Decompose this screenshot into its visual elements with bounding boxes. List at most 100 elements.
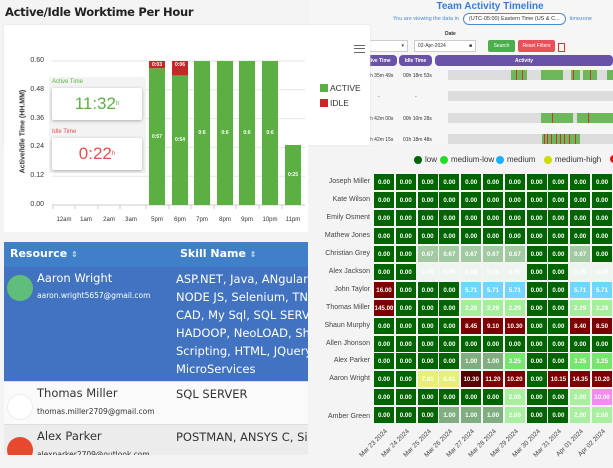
- column-skill-name[interactable]: Skill Name ⇕: [180, 247, 257, 260]
- heatmap-cell[interactable]: 0.00: [592, 174, 612, 190]
- heatmap-cell[interactable]: 0.67: [417, 246, 438, 262]
- heatmap-cell[interactable]: 0.00: [548, 300, 569, 316]
- heatmap-cell[interactable]: 0.09: [504, 264, 525, 280]
- heatmap-cell[interactable]: 0.00: [570, 210, 591, 226]
- heatmap-legend-item[interactable]: medium-low: [440, 155, 494, 164]
- reset-filters-button[interactable]: Reset Filters: [518, 40, 555, 52]
- timezone-select[interactable]: (UTC-05:00) Eastern Time (US & C...: [462, 13, 566, 25]
- heatmap-cell[interactable]: 0.00: [417, 353, 438, 369]
- heatmap-cell[interactable]: 0.67: [439, 246, 460, 262]
- heatmap-cell[interactable]: 2.29: [461, 300, 482, 316]
- heatmap-cell[interactable]: 0.00: [417, 318, 438, 334]
- heatmap-cell[interactable]: 0.00: [439, 318, 460, 334]
- heatmap-cell[interactable]: 2.00: [570, 389, 591, 405]
- heatmap-cell[interactable]: 0.00: [548, 210, 569, 226]
- heatmap-cell[interactable]: 0.00: [374, 407, 394, 423]
- heatmap-cell[interactable]: 0.67: [570, 246, 591, 262]
- heatmap-cell[interactable]: 0.00: [439, 210, 460, 226]
- heatmap-legend-item[interactable]: medium: [496, 155, 535, 164]
- heatmap-cell[interactable]: 0.00: [483, 228, 503, 244]
- bar-active[interactable]: [217, 61, 233, 205]
- heatmap-cell[interactable]: 0.00: [526, 389, 547, 405]
- legend-item-idle[interactable]: IDLE: [320, 98, 349, 108]
- table-row[interactable]: Aaron Wright aaron.wright5657@gmail.com AS…: [4, 267, 308, 382]
- heatmap-cell[interactable]: 0.00: [526, 300, 547, 316]
- heatmap-cell[interactable]: 2.29: [483, 300, 503, 316]
- heatmap-cell[interactable]: 0.00: [483, 192, 503, 208]
- heatmap-cell[interactable]: 0.00: [461, 210, 482, 226]
- heatmap-cell[interactable]: 10.00: [592, 389, 612, 405]
- heatmap-cell[interactable]: 0.00: [461, 192, 482, 208]
- heatmap-cell[interactable]: 0.00: [439, 228, 460, 244]
- heatmap-cell[interactable]: 0.00: [461, 336, 482, 352]
- heatmap-cell[interactable]: 0.00: [548, 282, 569, 298]
- heatmap-cell[interactable]: 2.00: [504, 407, 525, 423]
- heatmap-cell[interactable]: 0.00: [526, 264, 547, 280]
- heatmap-cell[interactable]: 0.00: [461, 389, 482, 405]
- date-input[interactable]: 02-Apr-2024 ■: [414, 40, 476, 52]
- heatmap-cell[interactable]: 0.00: [374, 228, 394, 244]
- heatmap-cell[interactable]: 0.00: [417, 228, 438, 244]
- heatmap-cell[interactable]: 0.00: [526, 174, 547, 190]
- heatmap-cell[interactable]: 0.00: [395, 210, 416, 226]
- heatmap-cell[interactable]: 0.00: [592, 228, 612, 244]
- heatmap-cell[interactable]: 0.00: [395, 389, 416, 405]
- heatmap-cell[interactable]: 0.00: [395, 371, 416, 387]
- heatmap-cell[interactable]: 0.00: [526, 282, 547, 298]
- heatmap-cell[interactable]: 0.00: [395, 174, 416, 190]
- heatmap-cell[interactable]: 0.00: [570, 192, 591, 208]
- heatmap-cell[interactable]: 0.00: [526, 192, 547, 208]
- heatmap-cell[interactable]: 0.00: [395, 282, 416, 298]
- heatmap-cell[interactable]: 5.71: [570, 282, 591, 298]
- heatmap-cell[interactable]: 10.30: [461, 371, 482, 387]
- heatmap-cell[interactable]: 0.00: [374, 192, 394, 208]
- heatmap-cell[interactable]: 0.00: [395, 246, 416, 262]
- heatmap-cell[interactable]: 0.00: [439, 336, 460, 352]
- heatmap-cell[interactable]: 0.00: [417, 336, 438, 352]
- heatmap-cell[interactable]: 0.00: [417, 210, 438, 226]
- heatmap-cell[interactable]: 2.29: [504, 300, 525, 316]
- heatmap-cell[interactable]: 0.00: [461, 228, 482, 244]
- activity-bar[interactable]: [448, 70, 613, 80]
- heatmap-cell[interactable]: 0.09: [592, 264, 612, 280]
- heatmap-cell[interactable]: 10.30: [504, 318, 525, 334]
- heatmap-cell[interactable]: 0.00: [439, 300, 460, 316]
- heatmap-cell[interactable]: 0.00: [526, 353, 547, 369]
- heatmap-cell[interactable]: 3.25: [592, 353, 612, 369]
- heatmap-cell[interactable]: 0.09: [570, 264, 591, 280]
- heatmap-cell[interactable]: 0.00: [548, 192, 569, 208]
- pdf-export-icon[interactable]: [558, 43, 565, 52]
- heatmap-cell[interactable]: 0.00: [526, 210, 547, 226]
- heatmap-cell[interactable]: 0.00: [548, 228, 569, 244]
- heatmap-cell[interactable]: 5.71: [483, 282, 503, 298]
- heatmap-cell[interactable]: 1.00: [483, 353, 503, 369]
- heatmap-cell[interactable]: 2.00: [592, 407, 612, 423]
- heatmap-cell[interactable]: 0.00: [439, 192, 460, 208]
- heatmap-cell[interactable]: 0.00: [417, 282, 438, 298]
- heatmap-cell[interactable]: 0.00: [526, 318, 547, 334]
- calendar-icon[interactable]: ■: [468, 43, 472, 49]
- chart-menu-icon[interactable]: [354, 45, 365, 53]
- heatmap-cell[interactable]: 6.81: [439, 371, 460, 387]
- table-row[interactable]: Alex Parker alexparker2709@outlook.com POS…: [4, 425, 308, 455]
- heatmap-cell[interactable]: 0.00: [395, 192, 416, 208]
- heatmap-cell[interactable]: 0.00: [374, 353, 394, 369]
- heatmap-cell[interactable]: 3.25: [504, 353, 525, 369]
- heatmap-cell[interactable]: 0.00: [570, 336, 591, 352]
- heatmap-cell[interactable]: 10.15: [548, 371, 569, 387]
- bar-active[interactable]: [149, 68, 165, 205]
- heatmap-cell[interactable]: 14.35: [570, 371, 591, 387]
- search-button[interactable]: Search: [488, 40, 515, 52]
- legend-item-active[interactable]: ACTIVE: [320, 83, 361, 93]
- heatmap-cell[interactable]: 0.00: [526, 407, 547, 423]
- heatmap-cell[interactable]: 0.00: [461, 174, 482, 190]
- heatmap-cell[interactable]: 0.00: [374, 174, 394, 190]
- heatmap-cell[interactable]: 10.20: [504, 371, 525, 387]
- heatmap-cell[interactable]: 2.00: [504, 389, 525, 405]
- heatmap-cell[interactable]: 0.00: [374, 264, 394, 280]
- column-resource[interactable]: Resource ⇕: [10, 247, 78, 260]
- heatmap-cell[interactable]: 0.00: [395, 353, 416, 369]
- heatmap-cell[interactable]: 0.00: [504, 192, 525, 208]
- heatmap-cell[interactable]: 0.67: [483, 246, 503, 262]
- heatmap-cell[interactable]: 0.00: [592, 192, 612, 208]
